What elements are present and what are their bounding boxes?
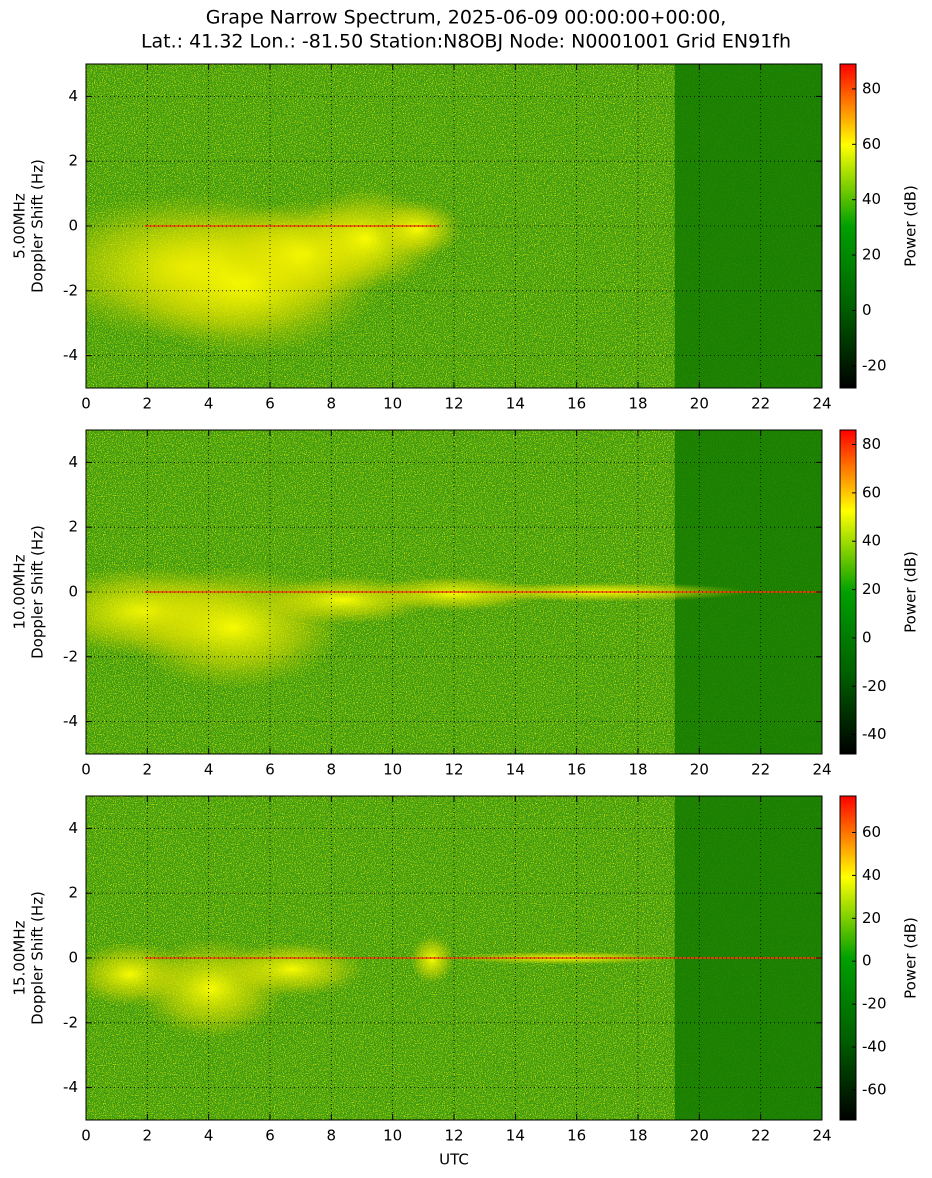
colorbar-tick-label: -40: [862, 725, 887, 743]
x-tick-label: 20: [690, 761, 709, 779]
colorbar-label: Power (dB): [902, 185, 920, 267]
x-tick-label: 16: [567, 761, 586, 779]
colorbar-tick-label: 40: [862, 190, 881, 208]
colorbar-tick-label: -20: [862, 995, 887, 1013]
x-tick-label: 12: [444, 761, 463, 779]
signal-glow: [409, 935, 455, 984]
colorbar: [839, 795, 857, 1121]
y-tick-label: 2: [68, 152, 78, 170]
x-tick-label: 4: [204, 761, 214, 779]
x-tick-label: 2: [143, 1127, 153, 1145]
plot-frame: [85, 429, 823, 755]
x-axis-label: UTC: [439, 1151, 469, 1169]
colorbar-tick-label: 60: [862, 483, 881, 501]
colorbar-tick-label: 20: [862, 246, 881, 264]
colorbar-tick-label: 80: [862, 79, 881, 97]
title-line: Lat.: 41.32 Lon.: -81.50 Station:N8OBJ N…: [141, 31, 791, 53]
x-tick-label: 4: [204, 395, 214, 413]
x-tick-label: 12: [444, 395, 463, 413]
colorbar-label: Power (dB): [902, 551, 920, 633]
signal-glow: [365, 575, 543, 612]
y-tick-label: -2: [63, 281, 78, 299]
x-tick-label: 16: [567, 1127, 586, 1145]
y-axis-label: Doppler Shift (Hz): [29, 159, 47, 293]
y-tick-label: 0: [68, 949, 78, 967]
x-tick-label: 8: [327, 761, 337, 779]
spectrogram-image: [86, 430, 822, 754]
y-tick-label: -2: [63, 1013, 78, 1031]
colorbar-tick-label: 0: [862, 952, 872, 970]
title-line: Grape Narrow Spectrum, 2025-06-09 00:00:…: [206, 7, 727, 29]
colorbar: [839, 429, 857, 755]
colorbar-label: Power (dB): [902, 917, 920, 999]
y-axis-label: 10.00MHz: [11, 554, 29, 629]
x-tick-label: 12: [444, 1127, 463, 1145]
y-tick-label: 2: [68, 518, 78, 536]
y-tick-label: 4: [68, 819, 78, 837]
colorbar: [839, 63, 857, 389]
y-tick-label: -4: [63, 712, 78, 730]
y-tick-label: 0: [68, 583, 78, 601]
colorbar-tick-label: -40: [862, 1038, 887, 1056]
colorbar-tick-label: 40: [862, 532, 881, 550]
x-tick-label: 10: [383, 1127, 402, 1145]
colorbar-tick-label: 20: [862, 909, 881, 927]
x-tick-label: 2: [143, 395, 153, 413]
x-tick-label: 4: [204, 1127, 214, 1145]
y-tick-label: 4: [68, 87, 78, 105]
colorbar-tick-label: -20: [862, 677, 887, 695]
x-tick-label: 22: [751, 395, 770, 413]
x-tick-label: 8: [327, 1127, 337, 1145]
x-tick-label: 0: [81, 395, 91, 413]
x-tick-label: 2: [143, 761, 153, 779]
y-axis-label: 5.00MHz: [11, 193, 29, 259]
x-tick-label: 10: [383, 761, 402, 779]
colorbar-tick-label: 20: [862, 580, 881, 598]
y-axis-label: 15.00MHz: [11, 920, 29, 995]
colorbar-tick-label: 80: [862, 435, 881, 453]
y-tick-label: 2: [68, 884, 78, 902]
x-tick-label: 16: [567, 395, 586, 413]
x-tick-label: 8: [327, 395, 337, 413]
y-tick-label: -4: [63, 346, 78, 364]
signal-glow: [218, 941, 366, 997]
x-tick-label: 20: [690, 1127, 709, 1145]
x-tick-label: 22: [751, 761, 770, 779]
spectrogram-quiet-region: [674, 64, 822, 388]
x-tick-label: 20: [690, 395, 709, 413]
x-tick-label: 6: [265, 761, 275, 779]
colorbar-tick-label: 40: [862, 866, 881, 884]
x-tick-label: 6: [265, 1127, 275, 1145]
colorbar-tick-label: -20: [862, 356, 887, 374]
y-tick-label: -2: [63, 647, 78, 665]
x-tick-label: 18: [628, 761, 647, 779]
x-tick-label: 0: [81, 1127, 91, 1145]
colorbar-tick-label: 0: [862, 628, 872, 646]
x-tick-label: 24: [812, 395, 831, 413]
signal-glow: [373, 200, 462, 259]
y-tick-label: 4: [68, 453, 78, 471]
y-axis-label: Doppler Shift (Hz): [29, 891, 47, 1025]
colorbar-tick-label: 60: [862, 823, 881, 841]
x-tick-label: 14: [506, 1127, 525, 1145]
x-tick-label: 14: [506, 395, 525, 413]
colorbar-tick-label: 0: [862, 301, 872, 319]
x-tick-label: 0: [81, 761, 91, 779]
plot-frame: [85, 795, 823, 1121]
x-tick-label: 18: [628, 1127, 647, 1145]
y-tick-label: -4: [63, 1078, 78, 1096]
x-tick-label: 24: [812, 761, 831, 779]
colorbar-tick-label: 60: [862, 135, 881, 153]
colorbar-tick-label: -60: [862, 1080, 887, 1098]
x-tick-label: 24: [812, 1127, 831, 1145]
x-tick-label: 6: [265, 395, 275, 413]
y-axis-label: Doppler Shift (Hz): [29, 525, 47, 659]
x-tick-label: 22: [751, 1127, 770, 1145]
plot-frame: [85, 63, 823, 389]
y-tick-label: 0: [68, 217, 78, 235]
x-tick-label: 10: [383, 395, 402, 413]
x-tick-label: 14: [506, 761, 525, 779]
x-tick-label: 18: [628, 395, 647, 413]
